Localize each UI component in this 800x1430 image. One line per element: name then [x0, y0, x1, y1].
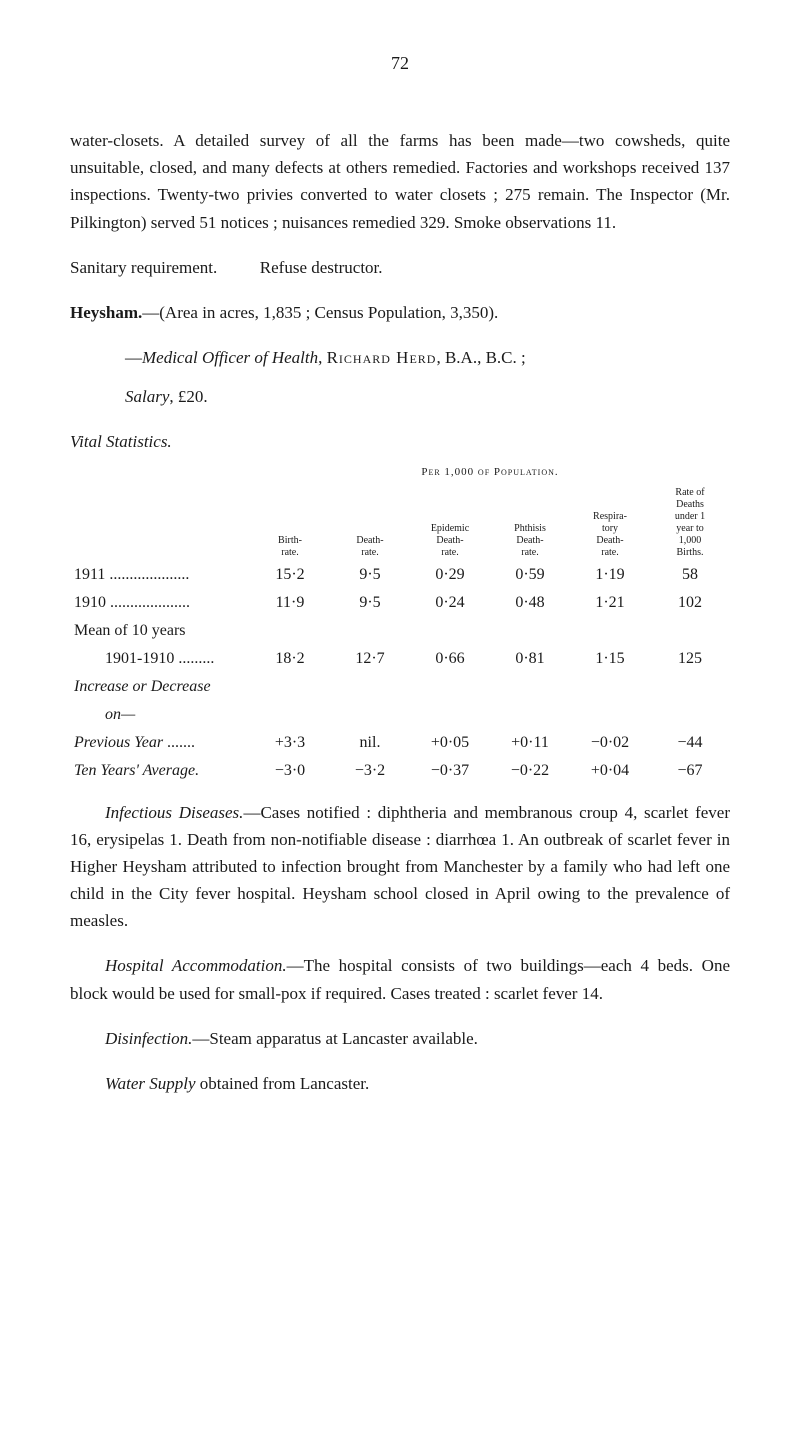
th-birth: Birth- rate. [250, 485, 330, 561]
salary-rest: , £20. [169, 387, 207, 406]
cell: +0·05 [410, 729, 490, 757]
medical-officer-name: Richard Herd [327, 348, 437, 367]
table-row: on— [70, 701, 730, 729]
vital-stats-table: Birth- rate. Death- rate. Epidemic Death… [70, 485, 730, 785]
cell: 0·81 [490, 645, 570, 673]
cell: 9·5 [330, 589, 410, 617]
cell: 1·15 [570, 645, 650, 673]
hospital-para: Hospital Accommodation.—The hospital con… [70, 952, 730, 1006]
para-sanitary: Sanitary requirement. Refuse destructor. [70, 254, 730, 281]
salary-line: Salary, £20. [70, 383, 730, 410]
per-pop-text: Per 1,000 of Population. [421, 466, 558, 478]
table-row: 1901-1910 ......... 18·2 12·7 0·66 0·81 … [70, 645, 730, 673]
th-respira: Respira- tory Death- rate. [570, 485, 650, 561]
heysham-bold: Heysham. [70, 303, 142, 322]
water-ital: Water Supply [105, 1074, 196, 1093]
th-rateof: Rate of Deaths under 1 year to 1,000 Bir… [650, 485, 730, 561]
vital-statistics-header: Vital Statistics. [70, 429, 730, 455]
row-1910-label: 1910 .................... [70, 589, 250, 617]
table-row: Previous Year ....... +3·3 nil. +0·05 +0… [70, 729, 730, 757]
refuse-destructor: Refuse destructor. [260, 258, 383, 277]
row-prev-label: Previous Year ....... [70, 729, 250, 757]
cell: 58 [650, 561, 730, 589]
cell: +0·11 [490, 729, 570, 757]
para-water-closets: water-closets. A detailed survey of all … [70, 127, 730, 236]
hospital-ital: Hospital Accommodation. [105, 956, 287, 975]
sanitary-req: Sanitary requirement. [70, 258, 217, 277]
per-population-label: Per 1,000 of Population. [70, 464, 730, 481]
cell: −3·2 [330, 757, 410, 785]
cell: 102 [650, 589, 730, 617]
cell: −0·02 [570, 729, 650, 757]
label-1911: 1911 [74, 566, 105, 583]
label-1901-1910: 1901-1910 [105, 650, 174, 667]
dash: — [125, 348, 142, 367]
cell: nil. [330, 729, 410, 757]
cell: −0·37 [410, 757, 490, 785]
water-rest: obtained from Lancaster. [196, 1074, 370, 1093]
cell: −3·0 [250, 757, 330, 785]
table-header-row: Birth- rate. Death- rate. Epidemic Death… [70, 485, 730, 561]
row-mean-label: 1901-1910 ......... [70, 645, 250, 673]
cell: +0·04 [570, 757, 650, 785]
table-row: 1911 .................... 15·2 9·5 0·29 … [70, 561, 730, 589]
incdec-label: Increase or Decrease [70, 673, 730, 701]
th-phthisis: Phthisis Death- rate. [490, 485, 570, 561]
mean-label: Mean of 10 years [70, 617, 730, 645]
cell: 1·19 [570, 561, 650, 589]
row-1911-label: 1911 .................... [70, 561, 250, 589]
cell: 12·7 [330, 645, 410, 673]
cell: 9·5 [330, 561, 410, 589]
cell: −44 [650, 729, 730, 757]
th-epidemic: Epidemic Death- rate. [410, 485, 490, 561]
cell: 125 [650, 645, 730, 673]
medical-officer-ital: Medical Officer of Health [142, 348, 318, 367]
label-ten-years: Ten Years' Average. [74, 762, 199, 779]
cell: +3·3 [250, 729, 330, 757]
cell: 1·21 [570, 589, 650, 617]
on-label: on— [70, 701, 730, 729]
cell: −0·22 [490, 757, 570, 785]
cell: 11·9 [250, 589, 330, 617]
salary-ital: Salary [125, 387, 169, 406]
label-previous-year: Previous Year [74, 734, 163, 751]
water-para: Water Supply obtained from Lancaster. [70, 1070, 730, 1097]
cell: 15·2 [250, 561, 330, 589]
th-death: Death- rate. [330, 485, 410, 561]
table-row: Mean of 10 years [70, 617, 730, 645]
table-row: Increase or Decrease [70, 673, 730, 701]
row-ten-label: Ten Years' Average. [70, 757, 250, 785]
disinf-rest: —Steam apparatus at Lancaster available. [192, 1029, 478, 1048]
cell: 0·29 [410, 561, 490, 589]
infectious-ital: Infectious Diseases. [105, 803, 243, 822]
cell: 0·66 [410, 645, 490, 673]
table-row: 1910 .................... 11·9 9·5 0·24 … [70, 589, 730, 617]
medical-suffix: , B.A., B.C. ; [436, 348, 525, 367]
cell: 0·24 [410, 589, 490, 617]
page-number: 72 [70, 50, 730, 77]
heysham-rest: —(Area in acres, 1,835 ; Census Populati… [142, 303, 498, 322]
cell: 0·48 [490, 589, 570, 617]
comma: , [318, 348, 327, 367]
disinfection-para: Disinfection.—Steam apparatus at Lancast… [70, 1025, 730, 1052]
cell: 18·2 [250, 645, 330, 673]
cell: 0·59 [490, 561, 570, 589]
heysham-heading: Heysham.—(Area in acres, 1,835 ; Census … [70, 299, 730, 326]
medical-officer-line: —Medical Officer of Health, Richard Herd… [70, 344, 730, 371]
disinf-ital: Disinfection. [105, 1029, 192, 1048]
th-blank [70, 485, 250, 561]
cell: −67 [650, 757, 730, 785]
label-1910: 1910 [74, 594, 106, 611]
table-row: Ten Years' Average. −3·0 −3·2 −0·37 −0·2… [70, 757, 730, 785]
infectious-para: Infectious Diseases.—Cases notified : di… [70, 799, 730, 935]
